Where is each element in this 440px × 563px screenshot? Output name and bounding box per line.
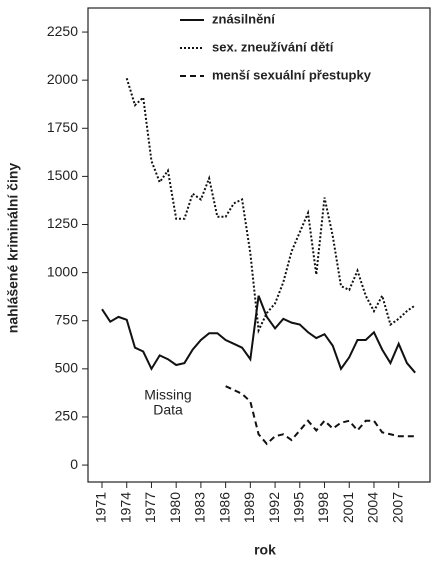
x-tick-label: 1995 [290, 492, 306, 523]
x-tick-label: 1989 [241, 492, 257, 523]
x-tick-label: 1974 [117, 492, 133, 523]
series-line [225, 385, 416, 446]
y-tick-label: 1250 [47, 215, 78, 231]
annotation: Missing [144, 387, 191, 403]
x-tick-label: 2007 [389, 492, 405, 523]
x-tick-label: 2001 [340, 492, 356, 523]
x-tick-label: 1980 [167, 492, 183, 523]
y-tick-label: 1750 [47, 119, 78, 135]
y-tick-label: 1000 [47, 263, 78, 279]
annotation: Data [153, 402, 183, 418]
y-tick-label: 2250 [47, 23, 78, 39]
y-tick-label: 250 [55, 408, 79, 424]
legend-text: sex. zneužívání dětí [212, 39, 334, 54]
y-tick-label: 500 [55, 360, 79, 376]
x-tick-label: 1983 [192, 492, 208, 523]
legend-text: znásilnění [212, 11, 275, 26]
series-line [125, 77, 416, 334]
y-tick-label: 1500 [47, 167, 78, 183]
x-tick-label: 1971 [93, 492, 109, 523]
legend-text: menší sexuální přestupky [212, 67, 372, 82]
series-line [101, 295, 416, 374]
plot-frame [87, 7, 431, 483]
y-tick-label: 2000 [47, 71, 78, 87]
x-tick-label: 1992 [266, 492, 282, 523]
x-tick-label: 1977 [142, 492, 158, 523]
y-tick-label: 0 [70, 456, 78, 472]
y-tick-label: 750 [55, 311, 79, 327]
x-tick-label: 1986 [216, 492, 232, 523]
y-axis-title: nahlášené kriminální činy [5, 163, 21, 334]
x-axis-title: rok [254, 542, 276, 558]
x-tick-label: 2004 [365, 492, 381, 523]
x-tick-label: 1998 [315, 492, 331, 523]
